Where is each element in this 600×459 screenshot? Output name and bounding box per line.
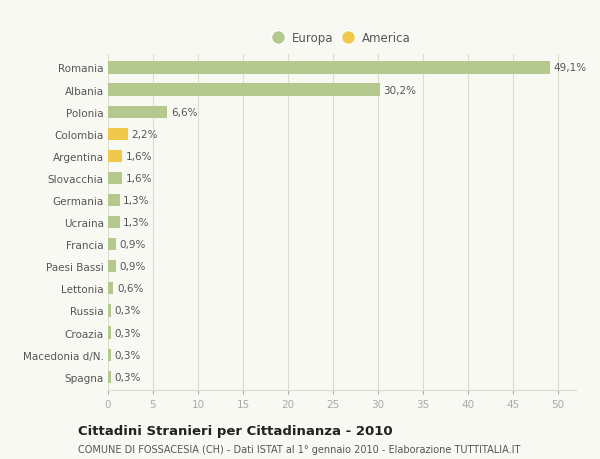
Bar (108, 195, 120, 207)
Text: 1,6%: 1,6% (126, 174, 152, 184)
Text: 49,1%: 49,1% (554, 63, 587, 73)
Bar (108, 349, 111, 361)
Bar (108, 84, 380, 96)
Text: 6,6%: 6,6% (171, 107, 197, 118)
Text: 30,2%: 30,2% (383, 85, 416, 95)
Bar (108, 173, 122, 185)
Text: Cittadini Stranieri per Cittadinanza - 2010: Cittadini Stranieri per Cittadinanza - 2… (78, 425, 392, 437)
Bar (108, 283, 113, 295)
Bar (108, 106, 167, 118)
Text: 0,9%: 0,9% (120, 262, 146, 272)
Bar (108, 371, 111, 383)
Bar (108, 129, 128, 140)
Text: 1,3%: 1,3% (124, 196, 150, 206)
Text: 0,6%: 0,6% (117, 284, 143, 294)
Bar (108, 305, 111, 317)
Text: 2,2%: 2,2% (131, 129, 158, 140)
Text: 1,6%: 1,6% (126, 151, 152, 162)
Bar (108, 217, 120, 229)
Text: 0,3%: 0,3% (114, 306, 140, 316)
Bar (108, 239, 116, 251)
Bar (108, 261, 116, 273)
Bar (108, 151, 122, 162)
Bar (108, 327, 111, 339)
Text: 1,3%: 1,3% (124, 218, 150, 228)
Bar (108, 62, 550, 74)
Text: 0,3%: 0,3% (114, 350, 140, 360)
Legend: Europa, America: Europa, America (269, 28, 415, 50)
Text: 0,3%: 0,3% (114, 372, 140, 382)
Text: 0,3%: 0,3% (114, 328, 140, 338)
Text: COMUNE DI FOSSACESIA (CH) - Dati ISTAT al 1° gennaio 2010 - Elaborazione TUTTITA: COMUNE DI FOSSACESIA (CH) - Dati ISTAT a… (78, 444, 520, 454)
Text: 0,9%: 0,9% (120, 240, 146, 250)
